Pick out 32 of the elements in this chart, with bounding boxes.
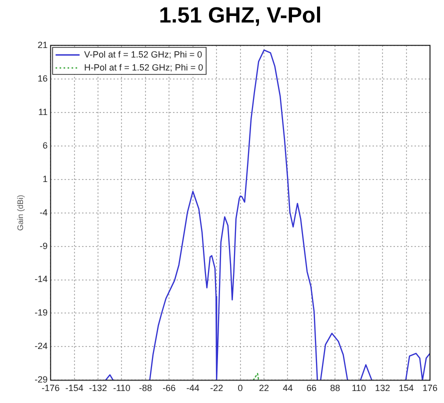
x-tick-label: 176: [422, 383, 438, 394]
y-axis-title: Gain (dBi): [16, 194, 26, 231]
chart-title: 1.51 GHZ, V-Pol: [159, 2, 322, 28]
y-tick-label: -14: [34, 274, 48, 284]
y-tick-label: 16: [38, 73, 48, 84]
x-tick-label: 22: [259, 383, 270, 394]
x-tick-label: -132: [89, 383, 108, 394]
x-tick-label: 88: [330, 383, 340, 394]
y-tick-label: -29: [34, 374, 48, 385]
x-tick-label: -154: [65, 383, 84, 394]
x-tick-label: -88: [138, 383, 152, 394]
legend-label: V-Pol at f = 1.52 GHz; Phi = 0: [84, 49, 202, 60]
x-tick-label: 154: [398, 383, 414, 394]
legend-label: H-Pol at f = 1.52 GHz; Phi = 0: [84, 62, 204, 72]
y-tick-label: 11: [38, 106, 48, 117]
y-tick-label: 21: [38, 40, 48, 50]
x-tick-label: -44: [186, 383, 200, 394]
y-tick-label: -9: [40, 240, 48, 251]
y-tick-label: -19: [34, 308, 48, 318]
x-tick-label: -66: [162, 383, 176, 394]
x-tick-label: 66: [306, 383, 316, 394]
y-tick-label: 1: [42, 174, 48, 184]
y-tick-label: -4: [40, 207, 48, 218]
x-tick-label: 0: [238, 383, 243, 394]
y-tick-label: -24: [34, 341, 48, 352]
x-tick-label: -176: [42, 383, 60, 394]
x-tick-label: 110: [352, 383, 366, 394]
x-tick-label: 44: [282, 383, 293, 394]
x-tick-label: -110: [113, 383, 130, 394]
x-tick-label: -22: [210, 383, 224, 394]
x-tick-label: 132: [375, 383, 390, 394]
y-tick-label: 6: [42, 140, 48, 150]
